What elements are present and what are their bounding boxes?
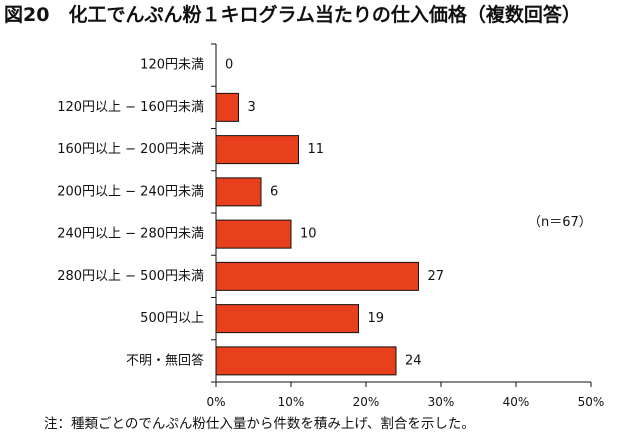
- x-tick-label-5: 50%: [578, 395, 605, 409]
- category-label-0: 120円未満: [140, 58, 204, 73]
- category-label-6: 500円以上: [140, 311, 204, 326]
- bar-2: [215, 135, 299, 165]
- bar-3: [215, 177, 262, 207]
- x-tick-label-2: 20%: [353, 395, 380, 409]
- category-label-2: 160円以上 − 200円未満: [57, 142, 204, 157]
- bar-5: [215, 261, 419, 291]
- data-label-3: 6: [270, 184, 278, 199]
- chart-title: 図20 化工でんぷん粉１キログラム当たりの仕入価格（複数回答）: [4, 4, 581, 26]
- data-label-0: 0: [225, 58, 233, 73]
- x-tick-label-4: 40%: [503, 395, 530, 409]
- category-label-4: 240円以上 − 280円未満: [57, 227, 204, 242]
- x-tick-label-1: 10%: [278, 395, 305, 409]
- chart-footnote: 注：種類ごとのでんぷん粉仕入量から件数を積み上げ、割合を示した。: [44, 416, 475, 432]
- data-label-1: 3: [248, 100, 256, 115]
- category-label-3: 200円以上 − 240円未満: [57, 184, 204, 199]
- data-label-7: 24: [405, 353, 422, 368]
- data-label-5: 27: [428, 269, 445, 284]
- category-label-7: 不明・無回答: [126, 352, 204, 368]
- bar-7: [215, 346, 397, 376]
- category-label-1: 120円以上 − 160円未満: [57, 100, 204, 115]
- x-tick-label-0: 0%: [206, 395, 225, 409]
- bar-1: [215, 92, 239, 122]
- data-label-6: 19: [368, 311, 385, 326]
- bar-6: [215, 304, 359, 334]
- sample-size-annotation: （n＝67）: [528, 215, 592, 230]
- bar-4: [215, 219, 292, 249]
- data-label-2: 11: [308, 142, 325, 157]
- data-label-4: 10: [300, 227, 317, 242]
- category-label-5: 280円以上 − 500円未満: [57, 269, 204, 284]
- x-tick-label-3: 30%: [428, 395, 455, 409]
